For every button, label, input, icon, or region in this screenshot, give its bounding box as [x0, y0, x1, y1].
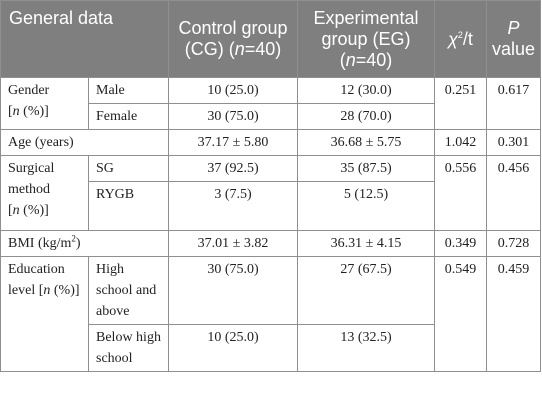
- cg-value: 37.01 ± 3.82: [168, 230, 299, 257]
- table-row: Gender [n (%)] Male 10 (25.0) 12 (30.0) 0…: [0, 77, 542, 130]
- cg-value: 3 (7.5): [168, 181, 299, 231]
- table-row: Female 30 (75.0) 28 (70.0): [1, 103, 541, 130]
- header-general-data: General data: [0, 0, 170, 78]
- header-row: General data Control group (CG) (n=40) E…: [0, 0, 542, 78]
- sub-label-male: Male: [87, 77, 170, 104]
- sub-label-below-high-school: Below high school: [87, 324, 170, 372]
- p-value: 0.459: [486, 256, 542, 372]
- sub-label-rygb: RYGB: [87, 181, 170, 231]
- table-row: Age (years) 37.17 ± 5.80 36.68 ± 5.75 1.…: [0, 129, 542, 156]
- stat-value: 0.549: [434, 256, 488, 372]
- table-row: Below high school 10 (25.0) 13 (32.5): [1, 324, 541, 372]
- cg-value: 30 (75.0): [168, 103, 299, 130]
- eg-value: 36.31 ± 4.15: [297, 230, 436, 257]
- cg-value: 37.17 ± 5.80: [168, 129, 299, 156]
- cg-value: 30 (75.0): [168, 256, 299, 325]
- row-label-education-level: Education level [n (%)]: [0, 256, 89, 372]
- eg-value: 35 (87.5): [297, 155, 436, 182]
- p-value: 0.728: [486, 230, 542, 257]
- eg-value: 28 (70.0): [297, 103, 436, 130]
- cg-value: 10 (25.0): [168, 77, 299, 104]
- eg-value: 12 (30.0): [297, 77, 436, 104]
- eg-value: 13 (32.5): [297, 324, 436, 372]
- stat-value: 0.251: [434, 77, 488, 130]
- row-label-age: Age (years): [0, 129, 170, 156]
- cg-value: 10 (25.0): [168, 324, 299, 372]
- table-row: BMI (kg/m2) 37.01 ± 3.82 36.31 ± 4.15 0.…: [0, 230, 542, 257]
- row-label-bmi: BMI (kg/m2): [0, 230, 170, 257]
- p-value: 0.617: [486, 77, 542, 130]
- header-control-group: Control group (CG) (n=40): [168, 0, 299, 78]
- row-label-surgical-method: Surgical method [n (%)]: [0, 155, 89, 231]
- stat-value: 0.556: [434, 155, 488, 231]
- p-value: 0.456: [486, 155, 542, 231]
- header-p-value: P value: [486, 0, 542, 78]
- sub-label-female: Female: [87, 103, 170, 130]
- stat-value: 0.349: [434, 230, 488, 257]
- cg-value: 37 (92.5): [168, 155, 299, 182]
- header-experimental-group: Experimental group (EG) (n=40): [297, 0, 436, 78]
- table-row: Surgical method [n (%)] SG 37 (92.5) 35 (…: [0, 155, 542, 231]
- row-label-gender: Gender [n (%)]: [0, 77, 89, 130]
- eg-value: 36.68 ± 5.75: [297, 129, 436, 156]
- stat-value: 1.042: [434, 129, 488, 156]
- p-value: 0.301: [486, 129, 542, 156]
- table-row: RYGB 3 (7.5) 5 (12.5): [1, 181, 541, 231]
- header-chi-square-t: χ2/t: [434, 0, 488, 78]
- general-data-table: General data Control group (CG) (n=40) E…: [0, 0, 542, 372]
- eg-value: 5 (12.5): [297, 181, 436, 231]
- sub-label-high-school-and-above: High school and above: [87, 256, 170, 325]
- sub-label-sg: SG: [87, 155, 170, 182]
- eg-value: 27 (67.5): [297, 256, 436, 325]
- table-row: Education level [n (%)] High school and …: [0, 256, 542, 372]
